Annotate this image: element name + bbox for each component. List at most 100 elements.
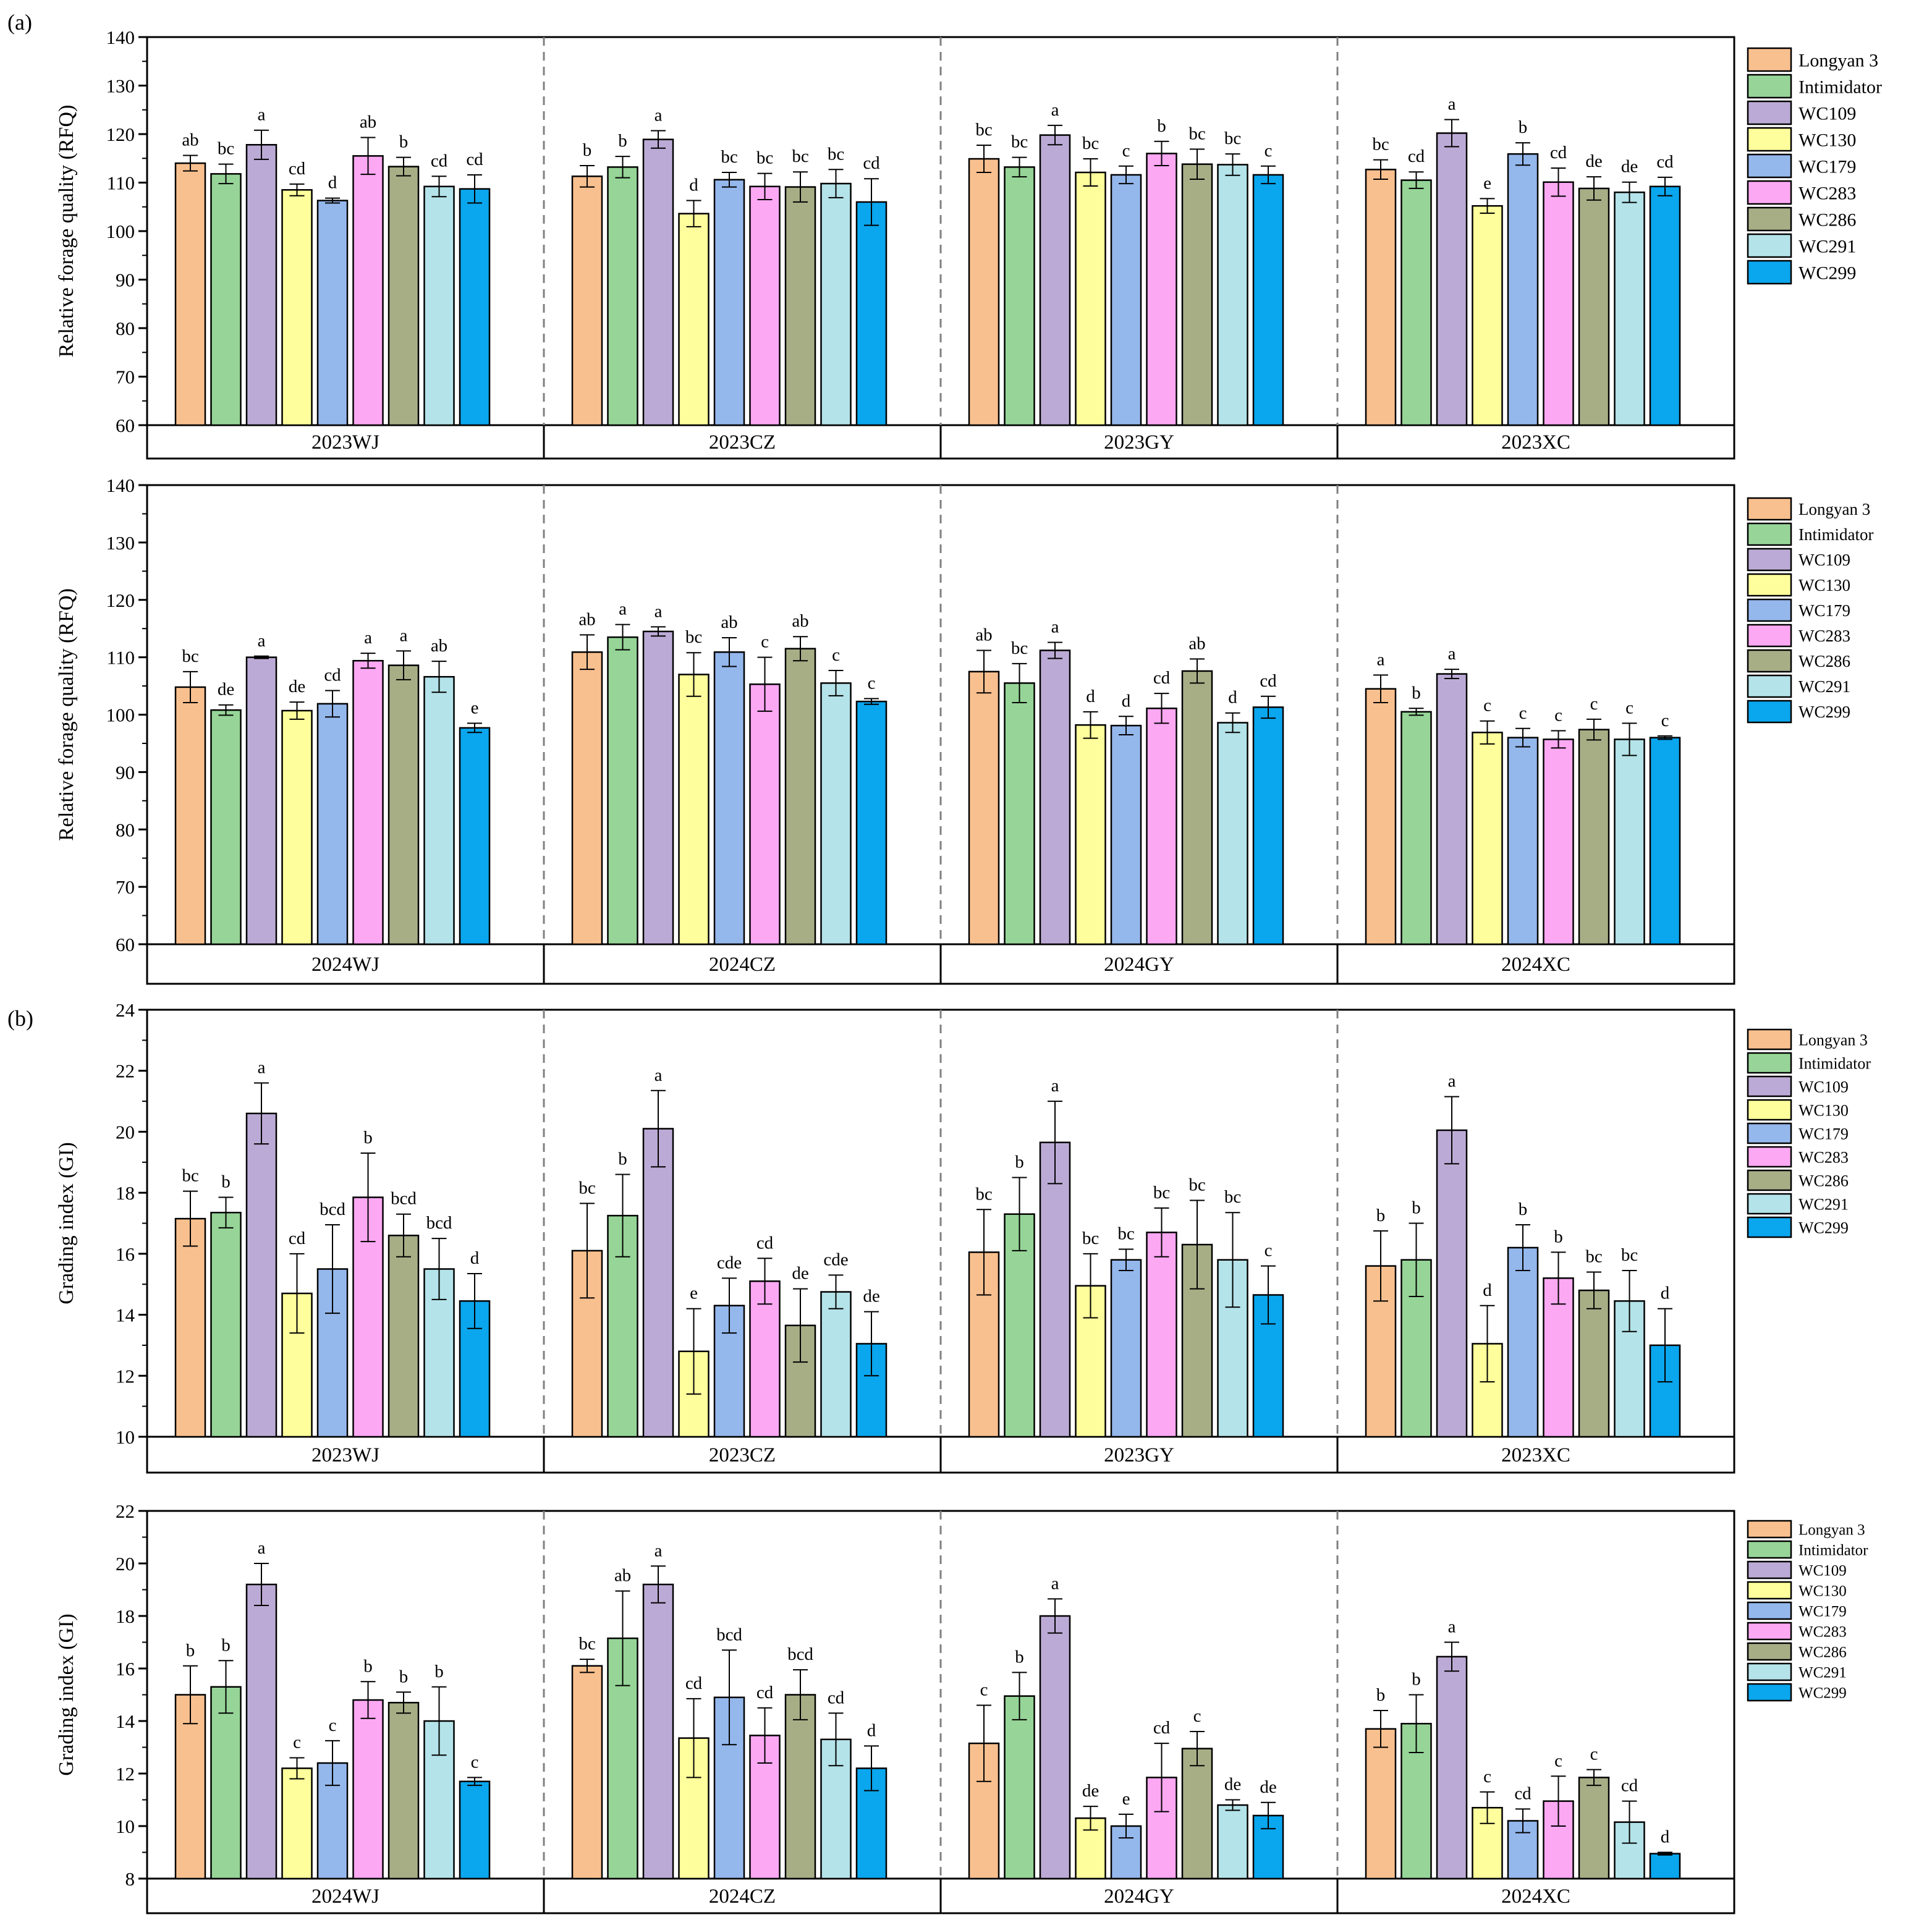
legend-label: WC130 — [1799, 130, 1856, 150]
bar — [1436, 1129, 1468, 1438]
y-tick-label: 60 — [116, 415, 135, 436]
y-tick-label: 90 — [116, 761, 135, 783]
significance-letter: bc — [975, 1184, 992, 1204]
group-label: 2024GY — [1104, 954, 1174, 976]
significance-letter: ab — [792, 611, 808, 631]
bar — [1436, 132, 1468, 426]
significance-letter: cd — [466, 150, 483, 169]
significance-letter: bc — [792, 146, 808, 166]
bar — [571, 651, 603, 945]
y-tick-label: 16 — [116, 1243, 135, 1265]
significance-letter: b — [1376, 1685, 1386, 1705]
bar — [388, 1702, 420, 1880]
significance-letter: b — [1015, 1152, 1024, 1172]
legend-label: WC109 — [1799, 1078, 1849, 1096]
bar — [1649, 185, 1681, 426]
significance-letter: bcd — [426, 1213, 452, 1233]
bar — [713, 651, 745, 945]
bar — [607, 166, 638, 426]
significance-letter: c — [1193, 1706, 1201, 1726]
significance-letter: d — [1483, 1280, 1492, 1300]
significance-letter: b — [1519, 1199, 1528, 1219]
significance-letter: cd — [1408, 146, 1425, 166]
bar — [1110, 724, 1142, 945]
significance-letter: c — [980, 1680, 988, 1700]
bar — [1614, 1300, 1645, 1438]
legend-swatch — [1747, 573, 1792, 597]
significance-letter: bc — [1224, 1187, 1241, 1207]
y-tick-label: 16 — [116, 1658, 135, 1680]
significance-letter: bcd — [391, 1189, 417, 1209]
bar — [855, 201, 888, 426]
significance-letter: b — [221, 1172, 231, 1192]
significance-letter: cd — [324, 665, 341, 685]
significance-letter: c — [1554, 706, 1562, 725]
bar — [1181, 670, 1213, 945]
bar — [1543, 181, 1574, 426]
bar — [1578, 1777, 1610, 1880]
significance-letter: a — [1051, 617, 1059, 636]
significance-letter: a — [258, 631, 266, 651]
legend-label: WC109 — [1799, 1563, 1847, 1580]
significance-letter: b — [363, 1656, 373, 1676]
significance-letter: de — [1224, 1775, 1241, 1795]
significance-letter: bc — [1224, 129, 1241, 148]
legend-label: WC291 — [1799, 677, 1850, 696]
legend-swatch — [1747, 674, 1792, 698]
significance-letter: de — [1585, 151, 1602, 171]
bar — [1146, 708, 1177, 945]
significance-letter: b — [583, 140, 592, 160]
bar — [749, 683, 781, 945]
legend-swatch — [1747, 1169, 1792, 1191]
legend-swatch — [1747, 233, 1792, 258]
bar — [1543, 738, 1574, 945]
group-label: 2023XC — [1501, 1444, 1570, 1466]
significance-letter: b — [1412, 1198, 1421, 1218]
legend-swatch — [1747, 1028, 1792, 1051]
significance-letter: cd — [1153, 1718, 1171, 1738]
significance-letter: bc — [578, 1178, 595, 1198]
bar — [678, 213, 710, 426]
bar — [713, 179, 745, 426]
significance-letter: b — [221, 1635, 231, 1655]
bar — [1004, 1695, 1035, 1880]
bar — [281, 709, 313, 945]
bar — [1039, 649, 1071, 945]
group-label: 2023XC — [1501, 431, 1570, 454]
group-label: 2024XC — [1501, 1885, 1570, 1908]
legend-label: WC299 — [1799, 703, 1850, 721]
y-tick-label: 110 — [107, 647, 135, 669]
significance-letter: bc — [1585, 1246, 1602, 1266]
chart-panel-4: 8 10 12 14 16 18 20 22 Grading index (GI) 2024WJ b… — [55, 1500, 1868, 1914]
significance-letter: cd — [756, 1683, 774, 1702]
significance-letter: cd — [1621, 1776, 1638, 1796]
bar — [571, 176, 603, 426]
bar — [1110, 174, 1142, 426]
significance-letter: bc — [1188, 124, 1205, 143]
significance-letter: a — [258, 105, 266, 125]
significance-letter: a — [655, 1541, 663, 1560]
significance-letter: ab — [360, 112, 376, 132]
bar — [968, 158, 1000, 426]
significance-letter: bc — [182, 646, 198, 666]
significance-letter: a — [619, 599, 627, 619]
significance-letter: a — [1377, 649, 1385, 669]
bar — [1004, 166, 1035, 426]
bar — [459, 188, 491, 426]
bar — [1075, 171, 1106, 426]
bar — [1181, 163, 1213, 426]
legend-label: WC291 — [1799, 236, 1856, 256]
significance-letter: b — [1412, 683, 1421, 703]
y-tick-label: 130 — [106, 75, 135, 97]
bar — [459, 1780, 491, 1880]
bar — [820, 682, 852, 945]
significance-letter: cd — [1153, 668, 1171, 688]
group-label: 2023WJ — [311, 431, 379, 454]
significance-letter: cd — [828, 1688, 845, 1707]
significance-letter: cd — [685, 1673, 703, 1693]
bar — [423, 185, 455, 426]
bar — [1004, 682, 1035, 945]
significance-letter: a — [655, 106, 663, 125]
bar — [1436, 673, 1468, 945]
legend-swatch — [1747, 206, 1792, 232]
